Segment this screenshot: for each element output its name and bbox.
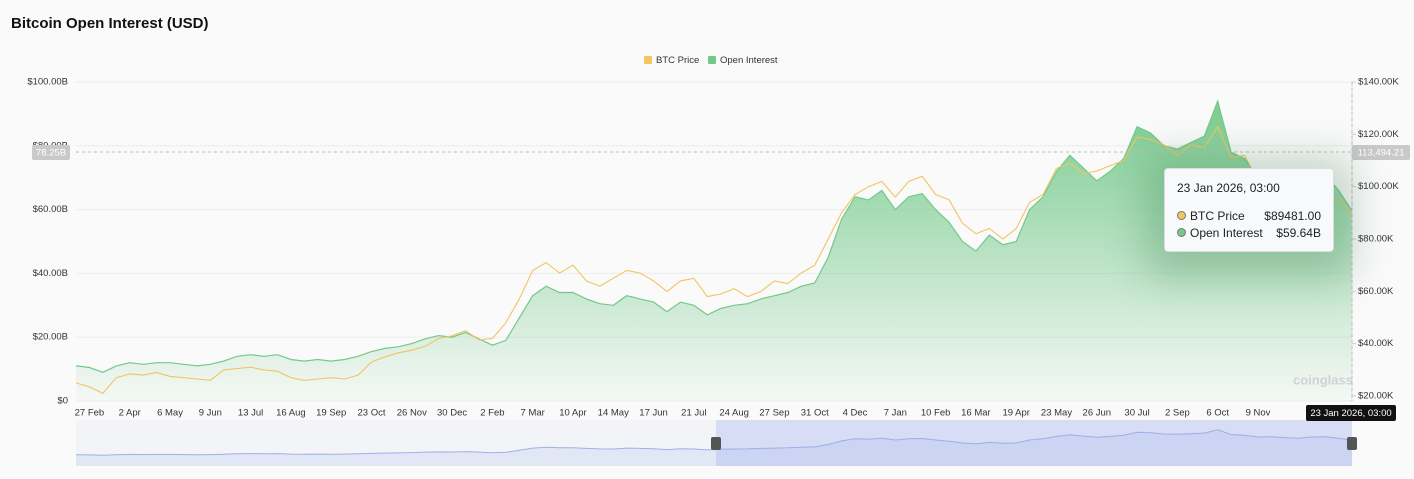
y2-tick-label: $20.00K bbox=[1358, 391, 1394, 402]
x-tick-label: 24 Aug bbox=[719, 408, 749, 419]
tooltip-dot bbox=[1177, 228, 1186, 237]
x-tick-label: 4 Dec bbox=[843, 408, 868, 419]
x-tick-label: 23 May bbox=[1041, 408, 1072, 419]
x-tick-label: 2 Sep bbox=[1165, 408, 1190, 419]
x-tick-label: 31 Oct bbox=[801, 408, 829, 419]
x-tick-label: 7 Mar bbox=[521, 408, 545, 419]
y2-tick-label: $80.00K bbox=[1358, 234, 1394, 245]
crosshair-label-bg bbox=[32, 145, 70, 160]
tooltip-row: BTC Price $89481.00 bbox=[1177, 207, 1321, 224]
watermark: coinglass bbox=[1293, 372, 1353, 387]
y-tick-label: $60.00B bbox=[33, 204, 68, 215]
y-tick-label: $100.00B bbox=[27, 77, 68, 88]
tooltip-row: Open Interest $59.64B bbox=[1177, 224, 1321, 241]
navigator-handle[interactable] bbox=[1347, 437, 1357, 450]
y2-tick-label: $60.00K bbox=[1358, 286, 1394, 297]
x-tick-label: 19 Sep bbox=[316, 408, 346, 419]
navigator-area bbox=[76, 429, 1352, 466]
x-tick-label: 19 Apr bbox=[1002, 408, 1029, 419]
x-tick-label: 30 Dec bbox=[437, 408, 467, 419]
x-tick-label: 2 Feb bbox=[480, 408, 504, 419]
line bbox=[75, 125, 1353, 395]
legend-swatch bbox=[708, 56, 716, 64]
tooltip-label: Open Interest bbox=[1190, 225, 1263, 240]
x-tick-label: 9 Jun bbox=[199, 408, 222, 419]
legend-label: BTC Price bbox=[656, 55, 699, 66]
x-tick-label: 9 Nov bbox=[1246, 408, 1271, 419]
x-tick-label: 16 Aug bbox=[276, 408, 306, 419]
tooltip-dot bbox=[1177, 211, 1186, 220]
tooltip-title: 23 Jan 2026, 03:00 bbox=[1177, 181, 1280, 195]
y2-tick-label: $140.00K bbox=[1358, 77, 1399, 88]
x-tick-label: 16 Mar bbox=[961, 408, 991, 419]
crosshair-y2-label: 113,494.21 bbox=[1358, 148, 1405, 159]
area bbox=[76, 101, 1352, 401]
x-tick-label: 14 May bbox=[598, 408, 629, 419]
x-tick-label: 2 Apr bbox=[119, 408, 141, 419]
crosshair-label-bg bbox=[1352, 145, 1410, 160]
x-tick-label: 27 Feb bbox=[75, 408, 105, 419]
x-tick-label: 23 Oct bbox=[357, 408, 385, 419]
x-tick-label: 17 Jun bbox=[639, 408, 668, 419]
tooltip-value: $89481.00 bbox=[1264, 208, 1321, 223]
x-tick-label: 10 Apr bbox=[559, 408, 586, 419]
crosshair-label-bg bbox=[1306, 405, 1396, 421]
tooltip-label: BTC Price bbox=[1190, 208, 1245, 223]
legend-swatch bbox=[644, 56, 652, 64]
tooltip: 23 Jan 2026, 03:00 BTC Price $89481.00 Op… bbox=[1164, 168, 1334, 252]
tooltip-value: $59.64B bbox=[1276, 225, 1321, 240]
x-tick-label: 26 Nov bbox=[397, 408, 427, 419]
y-tick-label: $0 bbox=[57, 396, 68, 407]
legend-label: Open Interest bbox=[720, 55, 778, 66]
x-tick-label: 27 Sep bbox=[759, 408, 789, 419]
x-tick-label: 26 Jun bbox=[1083, 408, 1112, 419]
crosshair-x-label: 23 Jan 2026, 03:00 bbox=[1310, 408, 1391, 419]
y2-tick-label: $100.00K bbox=[1358, 181, 1399, 192]
x-tick-label: 21 Jul bbox=[681, 408, 706, 419]
line bbox=[75, 99, 1353, 373]
navigator-handle[interactable] bbox=[711, 437, 721, 450]
x-tick-label: 30 Jul bbox=[1124, 408, 1149, 419]
x-tick-label: 10 Feb bbox=[921, 408, 951, 419]
chart-title: Bitcoin Open Interest (USD) bbox=[11, 15, 209, 32]
x-tick-label: 13 Jul bbox=[238, 408, 263, 419]
navigator-selection bbox=[716, 420, 1352, 466]
y-tick-label: $20.00B bbox=[33, 332, 68, 343]
y2-tick-label: $40.00K bbox=[1358, 338, 1394, 349]
x-tick-label: 6 May bbox=[157, 408, 183, 419]
x-tick-label: 7 Jan bbox=[884, 408, 907, 419]
y2-tick-label: $120.00K bbox=[1358, 129, 1399, 140]
y-tick-label: $40.00B bbox=[33, 268, 68, 279]
crosshair-y-label: 78.25B bbox=[36, 148, 66, 159]
x-tick-label: 6 Oct bbox=[1206, 408, 1229, 419]
